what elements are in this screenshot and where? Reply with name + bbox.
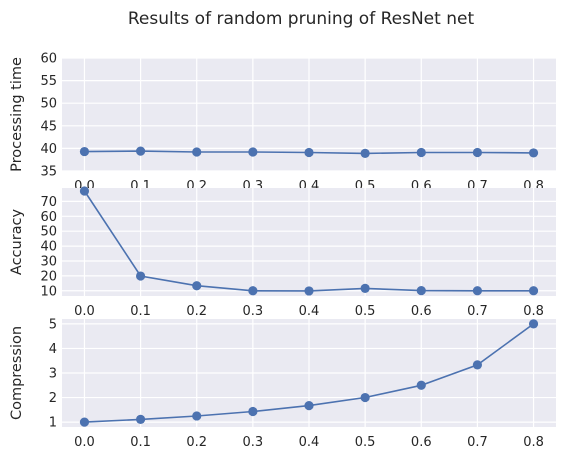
y-tick-label: 2 [49, 391, 57, 406]
data-point [360, 392, 370, 403]
data-point [304, 401, 314, 411]
x-tick-label: 0.3 [243, 304, 264, 319]
data-point [248, 406, 258, 417]
x-tick-label: 0.0 [74, 435, 95, 450]
y-tick-label: 40 [40, 240, 57, 255]
x-tick-label: 0.2 [186, 304, 207, 319]
x-tick-label: 0.0 [74, 304, 95, 319]
data-point [528, 319, 539, 329]
y-tick-label: 50 [40, 225, 57, 240]
x-tick-label: 0.1 [130, 435, 151, 450]
figure-title: Results of random pruning of ResNet net [128, 9, 475, 29]
data-point [192, 411, 202, 421]
x-tick-label: 0.6 [411, 304, 432, 319]
panel-1: 3540455055600.00.10.20.30.40.50.60.70.8P… [9, 52, 556, 194]
data-point [416, 286, 426, 296]
x-tick-label: 0.7 [467, 435, 488, 450]
data-point [135, 271, 146, 281]
data-point [528, 148, 539, 158]
y-tick-label: 4 [49, 342, 57, 357]
x-tick-label: 0.1 [130, 304, 151, 319]
y-tick-label: 10 [40, 284, 57, 299]
y-tick-label: 60 [40, 52, 57, 67]
data-point [416, 380, 426, 390]
y-tick-label: 1 [49, 416, 57, 431]
data-point [472, 147, 483, 158]
data-point [135, 414, 146, 424]
y-tick-label: 70 [40, 195, 57, 210]
y-axis-label: Compression [9, 326, 25, 420]
x-tick-label: 0.2 [186, 435, 207, 450]
data-point [360, 148, 370, 158]
x-tick-label: 0.4 [299, 304, 320, 319]
data-point [79, 417, 90, 427]
y-tick-label: 3 [49, 367, 57, 382]
data-point [304, 286, 314, 296]
y-tick-label: 45 [40, 119, 57, 134]
data-point [79, 146, 90, 157]
panel-3: 1 2 3 4 5 0.0 0.1 0.2 0.3 0.4 0.5 0.6 0.7 0.8 Compress… [9, 317, 556, 450]
y-axis-label: Processing time [9, 57, 25, 172]
y-tick-label: 30 [40, 254, 57, 269]
data-point [192, 281, 202, 291]
x-tick-label: 0.8 [523, 435, 544, 450]
data-point [248, 286, 258, 296]
data-point [360, 283, 370, 294]
x-tick-label: 0.6 [411, 435, 432, 450]
y-tick-label: 35 [40, 165, 57, 180]
y-tick-label: 55 [40, 74, 57, 89]
data-point [304, 147, 314, 158]
data-point [472, 286, 483, 296]
y-tick-label: 60 [40, 210, 57, 225]
y-tick-label: 40 [40, 142, 57, 157]
y-tick-label: 5 [49, 317, 57, 332]
x-tick-label: 0.8 [523, 304, 544, 319]
y-tick-label: 20 [40, 269, 57, 284]
x-tick-label: 0.7 [467, 304, 488, 319]
x-tick-label: 0.4 [299, 435, 320, 450]
y-axis-label: Accuracy [9, 208, 25, 275]
data-point [79, 186, 90, 196]
data-point [192, 147, 202, 157]
x-tick-label: 0.5 [355, 304, 376, 319]
x-tick-label: 0.5 [355, 435, 376, 450]
data-point [472, 360, 483, 370]
panels: 3540455055600.00.10.20.30.40.50.60.70.8P… [9, 52, 556, 450]
y-tick-label: 50 [40, 97, 57, 112]
data-point [416, 147, 426, 158]
data-point [248, 147, 258, 157]
data-point [528, 286, 539, 296]
x-tick-label: 0.3 [243, 435, 264, 450]
data-point [135, 146, 146, 156]
